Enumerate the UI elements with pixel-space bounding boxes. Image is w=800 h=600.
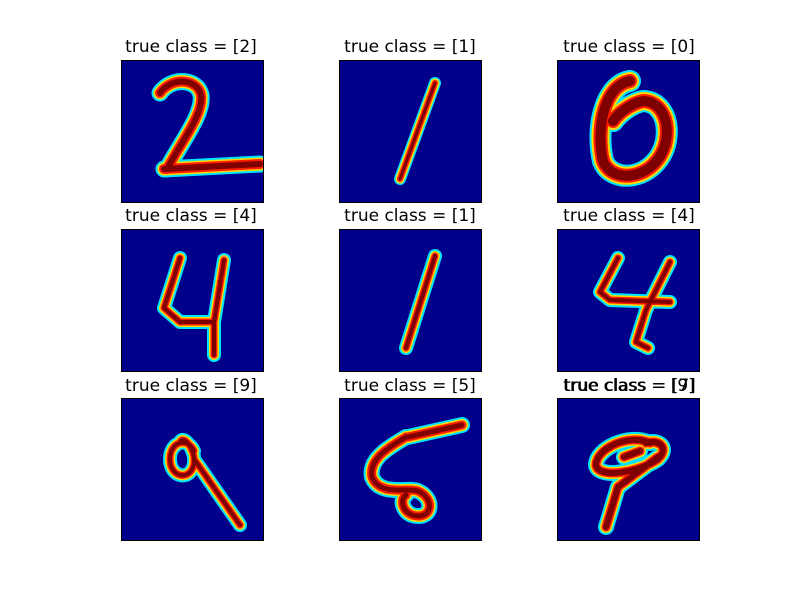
digit-5-icon — [363, 417, 470, 524]
digit-image-panel — [121, 229, 264, 372]
panel-title: true class = [4] — [563, 206, 695, 226]
digit-4-icon — [157, 251, 231, 362]
digit-image-panel — [557, 229, 700, 372]
overlapping-panel-title: true class = [7] — [564, 376, 696, 396]
panel-title: true class = [0] — [563, 37, 695, 57]
panel-title: true class = [9] — [563, 376, 695, 396]
digit-image-panel — [121, 60, 264, 203]
digit-image-panel — [339, 60, 482, 203]
digit-1-icon — [394, 77, 441, 185]
panel-title: true class = [2] — [125, 37, 257, 57]
digit-9-icon — [588, 431, 671, 535]
digit-image-panel — [557, 398, 700, 541]
panel-title: true class = [5] — [344, 376, 476, 396]
digit-image-panel — [339, 398, 482, 541]
digit-9-icon — [163, 432, 247, 532]
digit-1-icon — [399, 249, 442, 355]
digit-image-panel — [339, 229, 482, 372]
panel-title: true class = [1] — [344, 206, 476, 226]
digit-4-icon — [593, 251, 677, 355]
digit-0-icon — [589, 70, 678, 187]
panel-title: true class = [9] — [125, 376, 257, 396]
panel-title: true class = [4] — [125, 206, 257, 226]
digit-image-panel — [557, 60, 700, 203]
panel-title: true class = [1] — [344, 37, 476, 57]
digit-image-panel — [121, 398, 264, 541]
digit-2-icon — [151, 73, 263, 178]
